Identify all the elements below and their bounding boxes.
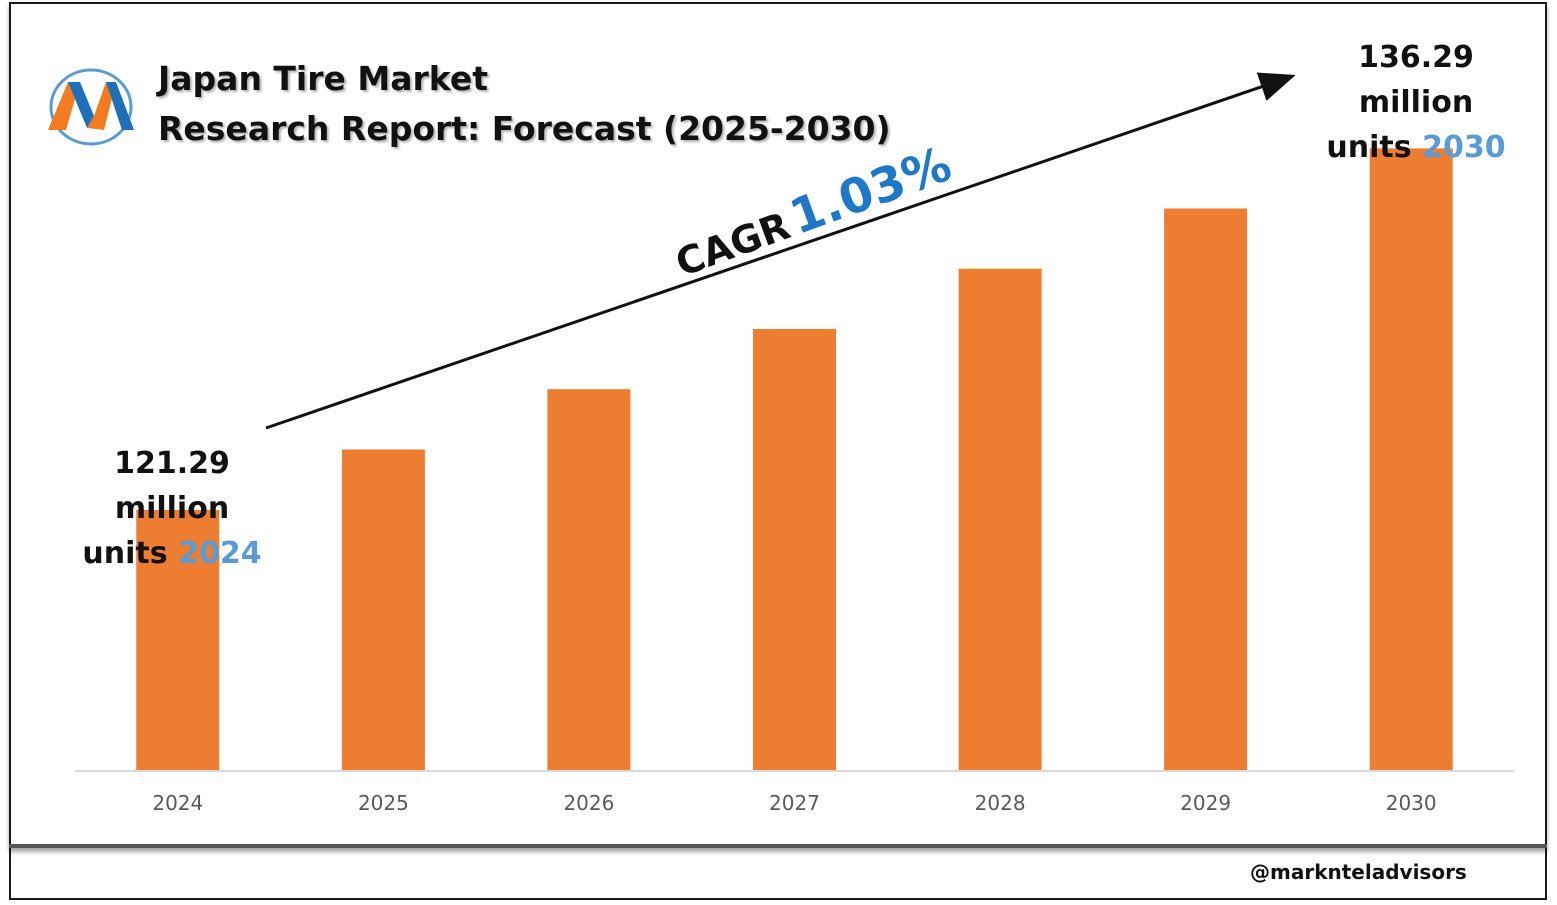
- end-units-word: units: [1326, 130, 1412, 165]
- end-unit: million: [1358, 85, 1474, 120]
- chart-title-line1: Japan Tire Market: [158, 59, 488, 98]
- chart-title-line2: Research Report: Forecast (2025-2030): [158, 109, 891, 148]
- footer-handle: @marknteladvisors: [1250, 860, 1467, 884]
- chart-title: Japan Tire Market Research Report: Forec…: [158, 54, 891, 154]
- start-unit: million: [114, 491, 230, 526]
- start-year: 2024: [178, 536, 262, 571]
- marknteladvisors-logo-icon: [48, 68, 134, 146]
- chart-panel: [9, 2, 1547, 848]
- end-year: 2030: [1422, 130, 1506, 165]
- end-units-line: units 2030: [1326, 125, 1506, 170]
- start-units-word: units: [82, 536, 168, 571]
- start-units-line: units 2024: [82, 531, 262, 576]
- start-value: 121.29: [114, 446, 230, 481]
- end-value: 136.29: [1358, 40, 1474, 75]
- start-value-annotation: 121.29 million units 2024: [82, 441, 262, 576]
- end-value-annotation: 136.29 million units 2030: [1326, 35, 1506, 170]
